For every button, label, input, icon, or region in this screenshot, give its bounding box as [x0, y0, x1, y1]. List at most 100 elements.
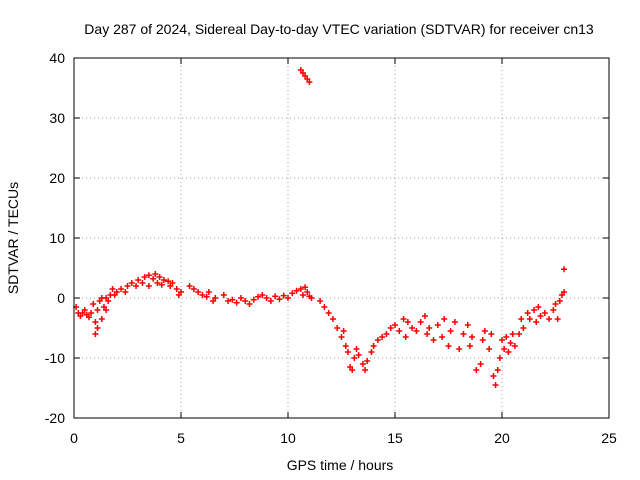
data-point	[160, 277, 167, 283]
data-point	[351, 355, 358, 361]
data-point	[426, 325, 433, 331]
data-point	[481, 328, 488, 334]
data-point	[490, 373, 497, 379]
data-point	[205, 289, 212, 295]
data-point	[364, 358, 371, 364]
data-point	[178, 289, 184, 295]
data-point	[546, 316, 553, 322]
data-point	[509, 331, 516, 337]
data-point	[338, 334, 345, 340]
data-point	[473, 367, 480, 373]
data-point	[535, 304, 542, 310]
data-point	[94, 325, 101, 331]
data-point	[505, 349, 512, 355]
data-point	[246, 301, 253, 307]
data-point	[353, 346, 360, 352]
data-point	[145, 283, 152, 289]
data-point	[317, 298, 324, 304]
data-point	[135, 277, 142, 283]
data-point	[524, 310, 531, 316]
data-point	[118, 286, 125, 292]
data-point	[325, 310, 332, 316]
data-point	[561, 266, 568, 273]
y-tick-label: 10	[49, 230, 65, 246]
data-point	[152, 271, 159, 277]
data-point	[533, 319, 540, 325]
y-tick-label: 20	[49, 170, 65, 186]
data-point	[229, 296, 236, 303]
data-point	[276, 296, 283, 303]
data-point	[321, 304, 328, 310]
grid	[74, 58, 609, 418]
data-point	[289, 290, 296, 297]
data-point	[434, 322, 441, 328]
data-point	[158, 281, 165, 288]
data-point	[280, 292, 287, 299]
data-point	[404, 319, 411, 325]
data-point	[520, 325, 527, 331]
data-point	[220, 292, 227, 298]
data-point	[306, 79, 313, 85]
data-point	[383, 331, 390, 337]
data-point	[469, 334, 476, 340]
x-tick-label: 25	[601, 430, 617, 446]
x-tick-label: 0	[70, 430, 78, 446]
data-point	[355, 352, 362, 358]
data-point	[139, 280, 146, 286]
y-tick-label: 40	[49, 50, 65, 66]
chart-title: Day 287 of 2024, Sidereal Day-to-day VTE…	[84, 21, 594, 37]
data-point	[466, 343, 473, 349]
data-point	[492, 382, 499, 388]
data-point	[94, 307, 101, 313]
data-point	[293, 287, 300, 294]
data-point	[441, 316, 448, 322]
data-point	[88, 310, 95, 316]
data-point	[133, 283, 140, 289]
data-points	[73, 67, 568, 388]
data-point	[537, 313, 544, 319]
data-point	[199, 292, 206, 298]
y-tick-label: -10	[45, 350, 65, 366]
data-point	[413, 328, 420, 334]
data-point	[81, 307, 88, 313]
data-point	[124, 283, 131, 289]
data-point	[368, 349, 375, 355]
data-point	[173, 286, 180, 292]
data-point	[105, 298, 112, 304]
y-tick-label: 0	[57, 290, 65, 306]
data-point	[526, 316, 533, 322]
data-point	[169, 280, 176, 286]
data-point	[430, 337, 437, 343]
x-tick-label: 20	[494, 430, 510, 446]
data-point	[370, 343, 377, 349]
data-point	[516, 331, 523, 337]
data-point	[451, 319, 458, 325]
data-point	[272, 293, 279, 300]
data-point	[145, 272, 152, 279]
data-point	[402, 334, 409, 340]
data-point	[141, 274, 148, 280]
data-point	[237, 295, 244, 301]
x-tick-label: 5	[177, 430, 185, 446]
data-point	[85, 314, 92, 321]
data-point	[255, 293, 262, 300]
data-point	[445, 343, 452, 349]
data-point	[92, 319, 99, 325]
data-point	[225, 298, 232, 304]
data-point	[302, 284, 309, 291]
data-point	[156, 274, 163, 280]
data-point	[392, 322, 398, 328]
data-point	[456, 346, 463, 352]
data-point	[349, 367, 356, 373]
data-point	[154, 280, 161, 286]
data-point	[263, 295, 270, 301]
data-point	[417, 319, 424, 325]
data-point	[541, 310, 548, 316]
x-tick-label: 10	[280, 430, 296, 446]
data-point	[460, 331, 467, 337]
data-point	[554, 316, 561, 322]
data-point	[494, 367, 501, 373]
data-point	[259, 292, 266, 298]
data-point	[308, 295, 315, 301]
x-tick-label: 15	[387, 430, 403, 446]
